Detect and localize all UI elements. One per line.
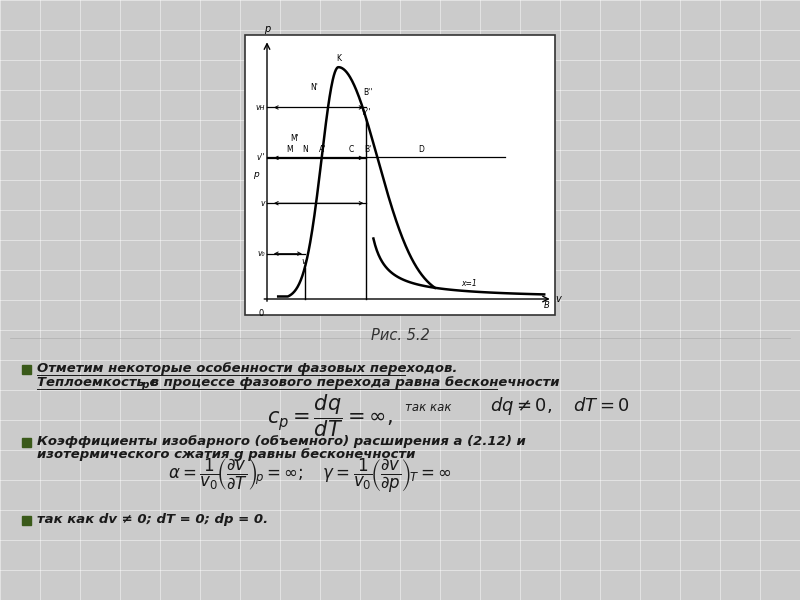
Text: v'': v'' (362, 109, 371, 118)
Text: D: D (418, 145, 424, 154)
Text: M': M' (290, 134, 299, 143)
Text: v: v (261, 199, 265, 208)
Text: так как: так как (405, 401, 451, 414)
Text: Отметим некоторые особенности фазовых переходов.: Отметим некоторые особенности фазовых пе… (37, 362, 458, 375)
Bar (22, 516, 31, 525)
Text: A': A' (319, 145, 326, 154)
Text: $\alpha = \dfrac{1}{v_0}\!\left(\dfrac{\partial v}{\partial T}\right)_{\!p} = \i: $\alpha = \dfrac{1}{v_0}\!\left(\dfrac{\… (168, 457, 452, 495)
Text: в процессе фазового перехода равна бесконечности: в процессе фазового перехода равна беско… (146, 376, 559, 389)
Text: K: K (336, 55, 341, 64)
Text: 0: 0 (258, 309, 264, 318)
Text: vн: vн (255, 103, 265, 112)
Text: x=1: x=1 (461, 278, 477, 287)
Text: v: v (555, 294, 561, 304)
Text: B': B' (364, 145, 371, 154)
Text: изотермического сжатия g равны бесконечности: изотермического сжатия g равны бесконечн… (37, 448, 415, 461)
Text: Рис. 5.2: Рис. 5.2 (370, 328, 430, 343)
Text: так как dv ≠ 0; dT = 0; dp = 0.: так как dv ≠ 0; dT = 0; dp = 0. (37, 513, 268, 526)
Text: N: N (302, 145, 308, 154)
Text: v': v' (301, 257, 309, 266)
Text: Теплоемкость c: Теплоемкость c (37, 376, 158, 389)
Text: $dq \neq 0, \quad dT = 0$: $dq \neq 0, \quad dT = 0$ (490, 395, 630, 417)
Text: $c_p = \dfrac{dq}{dT} = \infty,$: $c_p = \dfrac{dq}{dT} = \infty,$ (267, 392, 393, 439)
Bar (22, 365, 31, 374)
Text: v₀: v₀ (258, 249, 265, 258)
Text: p: p (264, 25, 270, 34)
Text: B'': B'' (363, 88, 373, 97)
Text: v'': v'' (256, 154, 265, 163)
Text: p: p (254, 170, 259, 179)
Bar (245, 35, 555, 315)
Text: N': N' (310, 83, 318, 92)
Text: B: B (544, 301, 550, 310)
Text: C: C (348, 145, 354, 154)
Text: p: p (141, 380, 148, 390)
Text: M: M (286, 145, 293, 154)
Bar (22, 438, 31, 447)
Text: Коэффициенты изобарного (объемного) расширения a (2.12) и: Коэффициенты изобарного (объемного) расш… (37, 435, 526, 448)
